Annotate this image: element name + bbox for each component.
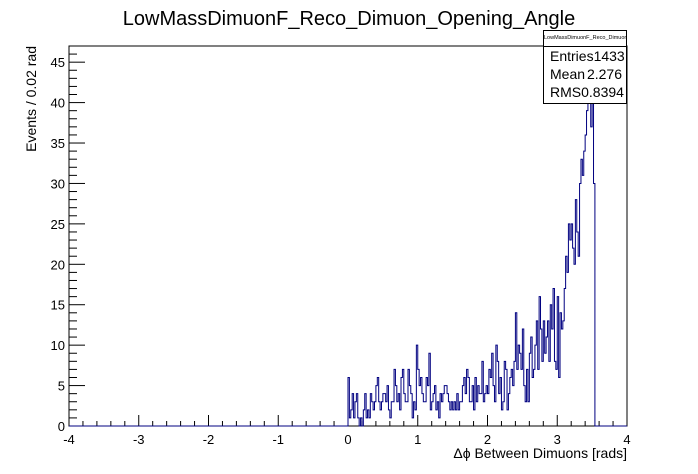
stats-rms-label: RMS — [550, 84, 582, 100]
stats-row-entries: Entries 1433 — [544, 47, 626, 65]
y-tick-label: 40 — [51, 96, 65, 111]
y-tick-label: 30 — [51, 176, 65, 191]
x-tick-label: 4 — [623, 432, 630, 447]
y-tick-label: 35 — [51, 136, 65, 151]
histogram-series — [69, 69, 627, 427]
y-tick-label: 15 — [51, 298, 65, 313]
y-tick-label: 20 — [51, 257, 65, 272]
stats-row-rms: RMS 0.8394 — [544, 83, 626, 101]
y-tick-label: 25 — [51, 217, 65, 232]
stats-box-title: LowMassDimuonF_Reco_Dimuon_Opening_Angle — [544, 31, 626, 47]
y-tick-label: 45 — [51, 55, 65, 70]
stats-entries-value: 1433 — [593, 48, 625, 64]
x-axis-label: Δϕ Between Dimuons [rads] — [453, 445, 627, 461]
x-tick-label: -1 — [272, 432, 284, 447]
stats-entries-label: Entries — [550, 48, 594, 64]
x-tick-label: -3 — [133, 432, 145, 447]
x-tick-label: 1 — [414, 432, 421, 447]
y-tick-label: 0 — [58, 419, 65, 434]
x-tick-label: 3 — [554, 432, 561, 447]
y-axis-label: Events / 0.02 rad — [23, 46, 39, 152]
stats-mean-value: 2.276 — [586, 66, 622, 82]
stats-row-mean: Mean 2.276 — [544, 65, 626, 83]
stats-rms-value: 0.8394 — [581, 84, 624, 100]
stats-mean-label: Mean — [550, 66, 586, 82]
x-tick-label: 0 — [344, 432, 351, 447]
y-tick-label: 10 — [51, 338, 65, 353]
x-tick-label: -2 — [203, 432, 215, 447]
x-tick-label: -4 — [63, 432, 75, 447]
chart-title: LowMassDimuonF_Reco_Dimuon_Opening_Angle — [123, 8, 575, 30]
y-tick-label: 5 — [58, 379, 65, 394]
y-axis: 0 5 10 15 20 25 30 35 40 45 — [51, 45, 85, 434]
x-axis: -4 -3 -2 -1 0 1 2 3 4 — [63, 415, 631, 447]
x-tick-label: 2 — [484, 432, 491, 447]
stats-box: LowMassDimuonF_Reco_Dimuon_Opening_Angle… — [543, 30, 627, 104]
